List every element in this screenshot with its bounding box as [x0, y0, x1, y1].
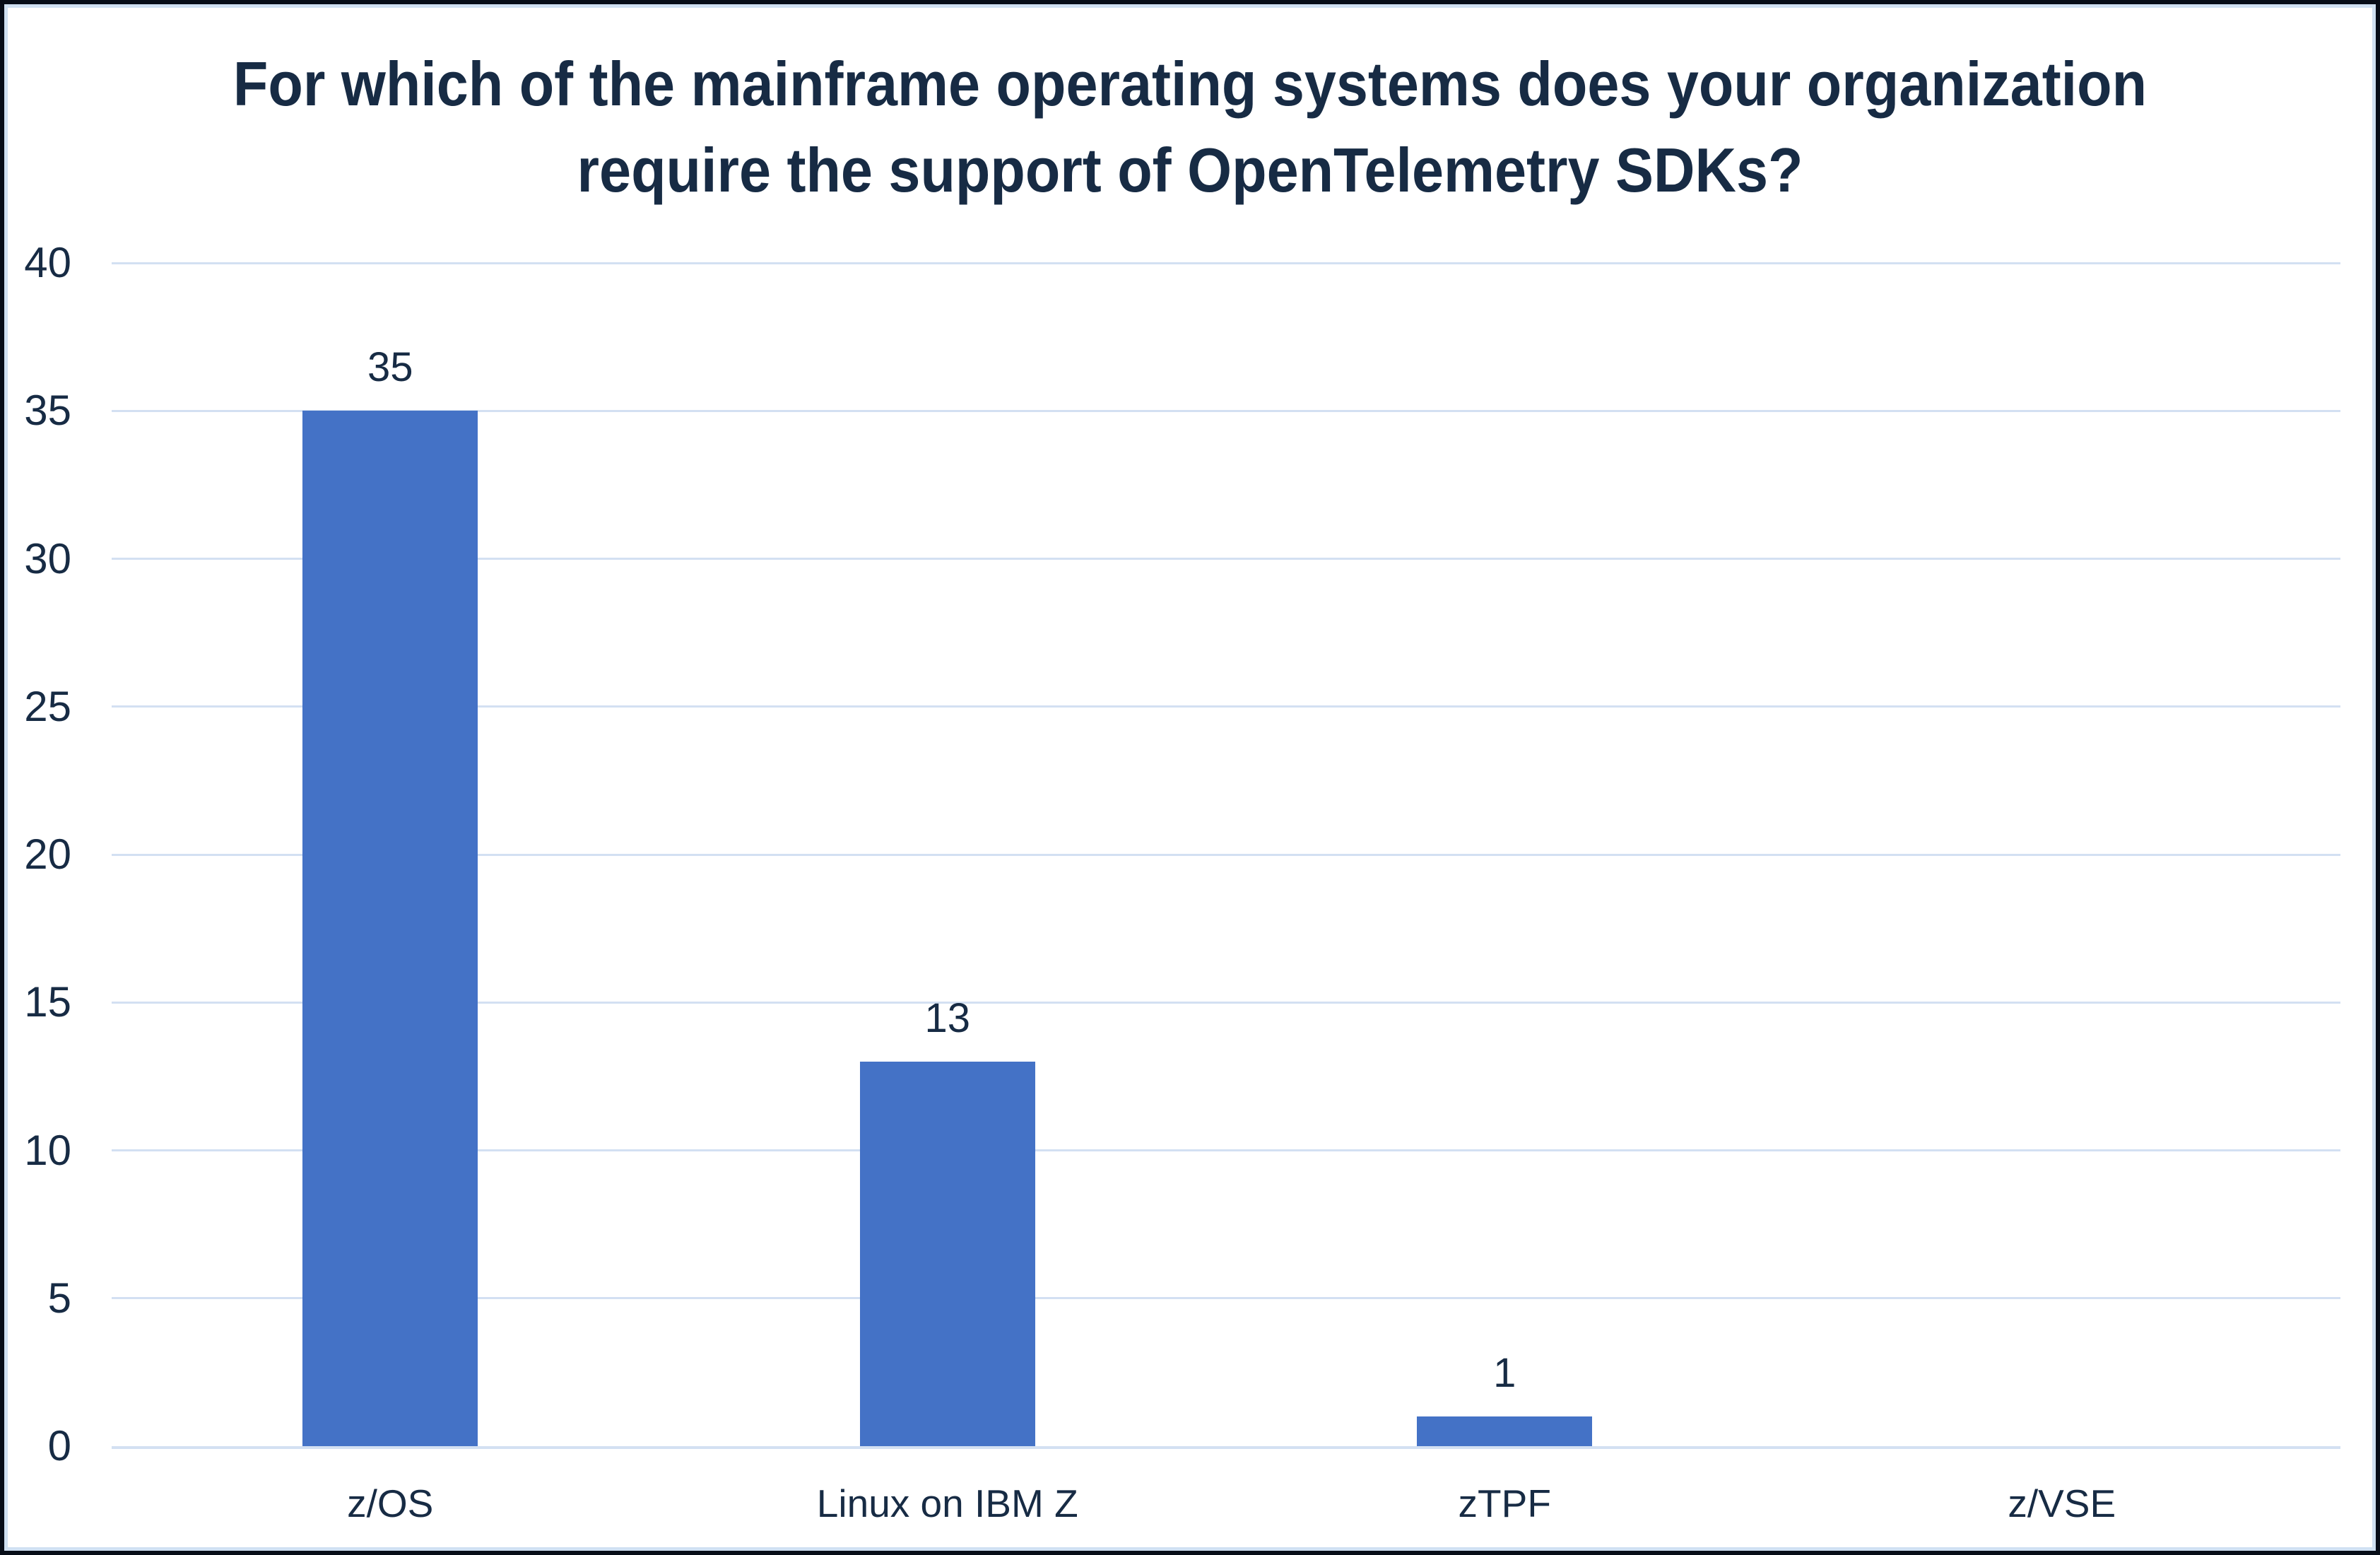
- y-axis-tick-label: 15: [24, 978, 71, 1026]
- y-axis-tick-label: 40: [24, 239, 71, 286]
- y-axis-tick-label: 25: [24, 682, 71, 730]
- bar: [859, 1062, 1035, 1446]
- gridline: [112, 853, 2340, 856]
- x-axis-category-label: z/OS: [347, 1481, 434, 1525]
- chart-title-wrap: For which of the mainframe operating sys…: [4, 41, 2376, 213]
- y-axis-tick-label: 20: [24, 831, 71, 878]
- y-axis-tick-label: 10: [24, 1126, 71, 1174]
- gridline: [112, 409, 2340, 412]
- x-axis-category-label: zTPF: [1458, 1481, 1551, 1525]
- bar-value-label: 35: [367, 344, 413, 390]
- x-axis-category-label: z/VSE: [2008, 1481, 2116, 1525]
- y-axis-tick-label: 35: [24, 387, 71, 435]
- x-axis-line: [112, 1446, 2340, 1449]
- y-axis-tick-label: 5: [47, 1274, 71, 1322]
- bar: [1417, 1416, 1593, 1446]
- gridline: [112, 705, 2340, 708]
- bar: [302, 411, 478, 1446]
- y-axis-tick-label: 0: [47, 1422, 71, 1469]
- gridline: [112, 1001, 2340, 1004]
- gridline: [112, 1149, 2340, 1151]
- y-axis-tick-label: 30: [24, 534, 71, 582]
- x-axis-category-label: Linux on IBM Z: [816, 1481, 1078, 1525]
- gridline: [112, 1297, 2340, 1300]
- gridline: [112, 558, 2340, 560]
- bar-value-label: 13: [924, 995, 970, 1041]
- bar-value-label: 1: [1493, 1350, 1516, 1396]
- chart-title: For which of the mainframe operating sys…: [232, 49, 2148, 205]
- gridline: [112, 262, 2340, 264]
